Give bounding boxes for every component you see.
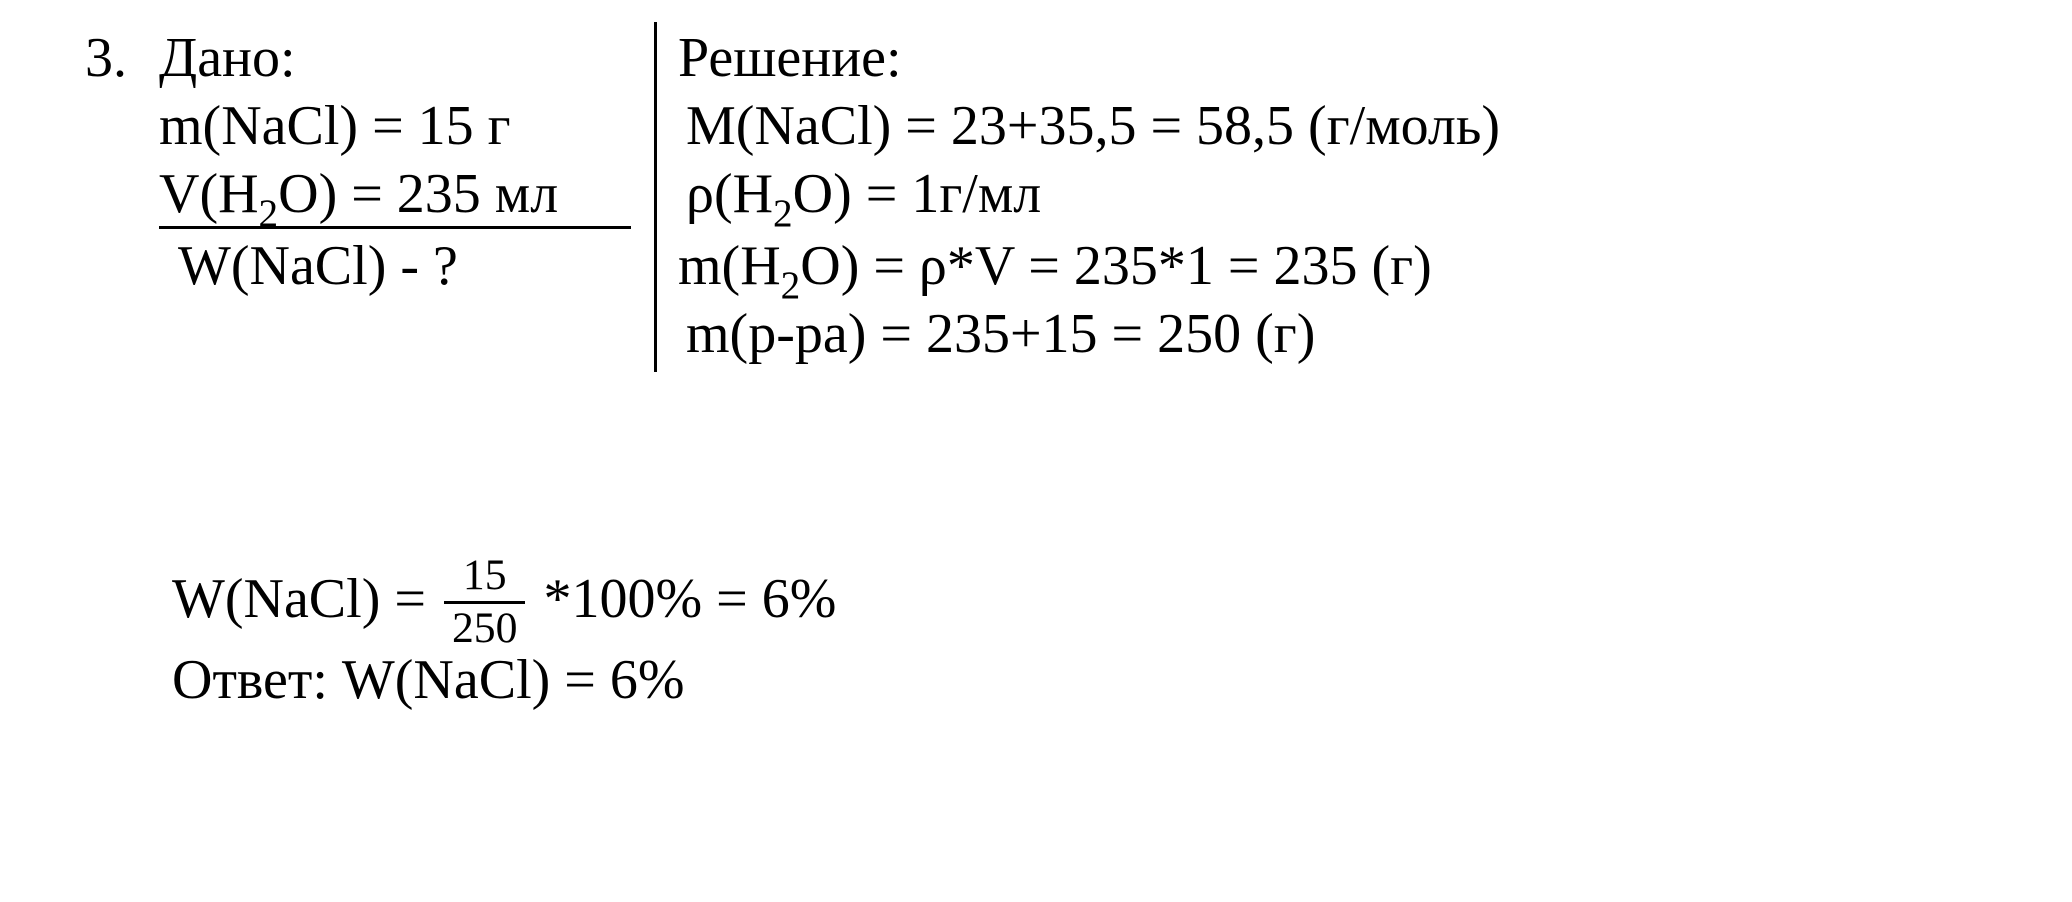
solution-molar-mass-expr: 23+35,5 = 58,5 (г/моль) — [951, 95, 1500, 157]
calculation-prefix: W(NaCl) = — [172, 568, 440, 630]
given-solution-divider — [654, 22, 657, 372]
solution-density-suffix: O) = — [793, 163, 912, 225]
given-header-text: Дано: — [159, 27, 296, 89]
solution-mass-solution: m(р-ра) = 235+15 = 250 (г) — [686, 306, 1315, 362]
solution-mass-h2o-prefix: m(H — [678, 235, 781, 297]
solution-header-text: Решение: — [678, 27, 902, 89]
solution-mass-h2o: m(H2O) = ρ*V = 235*1 = 235 (г) — [678, 238, 1432, 303]
given-find: W(NaCl) - ? — [178, 238, 458, 294]
solution-header: Решение: — [678, 30, 902, 86]
fraction-denominator: 250 — [444, 601, 526, 652]
solution-mass-solution-expr: 235+15 = 250 (г) — [926, 303, 1315, 365]
calculation: W(NaCl) = 15250 *100% = 6% — [172, 555, 836, 654]
solution-molar-mass-label: M(NaCl) = — [686, 95, 951, 157]
given-mass-nacl-value: 15 г — [418, 95, 511, 157]
subscript-two: 2 — [773, 192, 793, 235]
answer: Ответ: W(NaCl) = 6% — [172, 652, 685, 708]
given-find-text: W(NaCl) - ? — [178, 235, 458, 297]
problem-number-text: 3. — [85, 27, 127, 89]
given-volume-h2o: V(H2O) = 235 мл — [159, 166, 558, 231]
given-volume-h2o-prefix: V(H — [159, 163, 259, 225]
subscript-two: 2 — [781, 264, 801, 307]
solution-density-prefix: ρ(H — [686, 163, 773, 225]
given-mass-nacl: m(NaCl) = 15 г — [159, 98, 511, 154]
solution-mass-h2o-expr: ρ*V = 235*1 = 235 (г) — [919, 235, 1432, 297]
solution-mass-solution-label: m(р-ра) = — [686, 303, 926, 365]
answer-label: Ответ: — [172, 649, 342, 711]
given-mass-nacl-label: m(NaCl) = — [159, 95, 418, 157]
calculation-suffix: *100% = 6% — [529, 568, 836, 630]
solution-density-value: 1г/мл — [911, 163, 1041, 225]
calculation-fraction: 15250 — [444, 553, 526, 652]
subscript-two: 2 — [259, 192, 279, 235]
chemistry-problem-page: 3. Дано: m(NaCl) = 15 г V(H2O) = 235 мл … — [0, 0, 2072, 902]
fraction-numerator: 15 — [444, 553, 526, 601]
solution-molar-mass: M(NaCl) = 23+35,5 = 58,5 (г/моль) — [686, 98, 1500, 154]
problem-number: 3. — [85, 30, 127, 86]
solution-density: ρ(H2O) = 1г/мл — [686, 166, 1041, 231]
solution-mass-h2o-suffix: O) = — [800, 235, 919, 297]
given-volume-h2o-suffix: O) = — [278, 163, 397, 225]
given-header: Дано: — [159, 30, 296, 86]
given-volume-h2o-value: 235 мл — [397, 163, 558, 225]
answer-value: W(NaCl) = 6% — [342, 649, 685, 711]
